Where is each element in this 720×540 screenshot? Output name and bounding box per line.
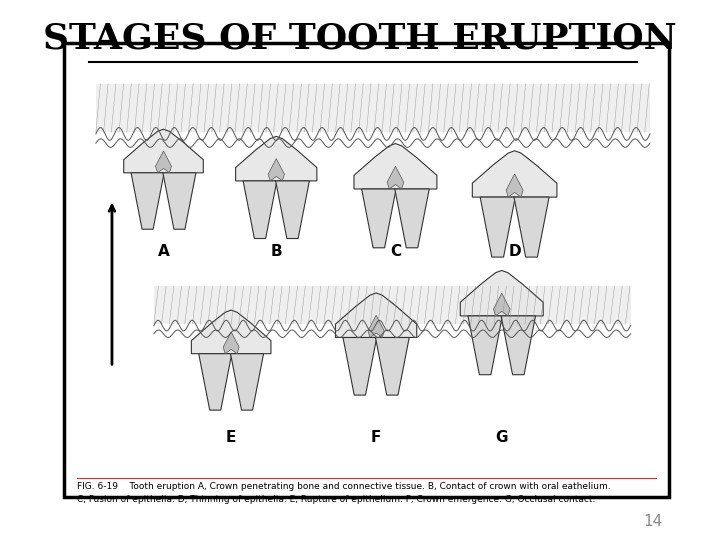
- Polygon shape: [361, 189, 396, 248]
- Polygon shape: [276, 181, 310, 239]
- Polygon shape: [163, 173, 196, 230]
- Text: G: G: [495, 430, 508, 445]
- Polygon shape: [192, 310, 271, 354]
- Polygon shape: [493, 293, 510, 316]
- Text: A: A: [158, 244, 169, 259]
- Polygon shape: [376, 338, 409, 395]
- Text: D: D: [508, 244, 521, 259]
- Polygon shape: [368, 315, 384, 338]
- Text: C, Fusion of epithelia. D, Thinning of epithelia. E, Rupture of epithelium. F, C: C, Fusion of epithelia. D, Thinning of e…: [76, 495, 595, 504]
- Bar: [96, 84, 650, 132]
- Polygon shape: [514, 197, 549, 257]
- Polygon shape: [131, 173, 164, 230]
- Bar: [154, 286, 631, 324]
- Text: FIG. 6-19    Tooth eruption A, Crown penetrating bone and connective tissue. B, : FIG. 6-19 Tooth eruption A, Crown penetr…: [76, 482, 610, 491]
- Polygon shape: [472, 151, 557, 197]
- Polygon shape: [460, 271, 543, 316]
- Polygon shape: [480, 197, 516, 257]
- Text: C: C: [390, 244, 401, 259]
- Polygon shape: [156, 151, 171, 173]
- Text: E: E: [226, 430, 236, 445]
- Text: B: B: [271, 244, 282, 259]
- Text: STAGES OF TOOTH ERUPTION: STAGES OF TOOTH ERUPTION: [43, 22, 677, 56]
- Polygon shape: [230, 354, 264, 410]
- Text: F: F: [371, 430, 382, 445]
- Polygon shape: [223, 332, 239, 354]
- Polygon shape: [354, 144, 437, 189]
- Polygon shape: [468, 316, 503, 375]
- Polygon shape: [501, 316, 536, 375]
- Polygon shape: [268, 159, 284, 181]
- Polygon shape: [506, 174, 523, 197]
- Polygon shape: [235, 137, 317, 181]
- FancyBboxPatch shape: [63, 43, 670, 497]
- Polygon shape: [343, 338, 377, 395]
- Text: 14: 14: [644, 514, 663, 529]
- Polygon shape: [387, 166, 404, 189]
- Polygon shape: [124, 129, 203, 173]
- Polygon shape: [336, 293, 417, 338]
- Polygon shape: [243, 181, 277, 239]
- Polygon shape: [395, 189, 429, 248]
- Polygon shape: [199, 354, 232, 410]
